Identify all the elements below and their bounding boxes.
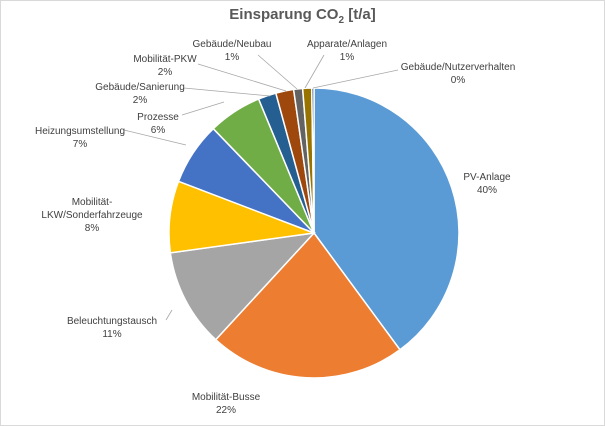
chart-title-subscript: 2 <box>338 15 345 26</box>
chart-title-unit: [t/a] <box>344 6 376 23</box>
slice-percent-1: 22% <box>216 405 236 416</box>
slice-label-1: Mobilität-Busse 22% <box>192 392 261 416</box>
slice-percent-6: 2% <box>133 95 148 106</box>
pie-slice-1 <box>214 231 402 379</box>
slice-percent-5: 6% <box>151 125 166 136</box>
slice-name-10: Gebäude/Nutzerverhalten <box>401 62 516 73</box>
slice-percent-7: 2% <box>158 67 173 78</box>
slice-name-8: Gebäude/Neubau <box>193 39 272 50</box>
slice-label-9: Apparate/Anlagen 1% <box>307 39 387 63</box>
slice-name-3: LKW/Sonderfahrzeuge <box>41 210 143 221</box>
slice-name-3: Mobilität- <box>72 197 113 208</box>
leader-line-10 <box>312 69 399 89</box>
slice-label-4: Heizungsumstellung 7% <box>35 126 125 150</box>
leader-line-5 <box>181 101 225 116</box>
slice-percent-0: 40% <box>477 185 497 196</box>
chart-title-main: Einsparung CO <box>229 6 339 23</box>
leader-line-7 <box>197 63 287 92</box>
leader-line-2 <box>165 309 173 321</box>
leader-line-4 <box>123 129 187 146</box>
slice-label-3: Mobilität- LKW/Sonderfahrzeuge 8% <box>41 197 143 234</box>
slice-label-0: PV-Anlage 40% <box>463 172 511 196</box>
slice-name-7: Mobilität-PKW <box>133 54 197 65</box>
slice-percent-8: 1% <box>225 52 240 63</box>
slice-name-6: Gebäude/Sanierung <box>95 82 185 93</box>
slice-percent-3: 8% <box>85 223 100 234</box>
slice-label-2: Beleuchtungstausch 11% <box>67 316 157 340</box>
slice-name-4: Heizungsumstellung <box>35 126 125 137</box>
slice-label-10: Gebäude/Nutzerverhalten 0% <box>401 62 516 86</box>
slice-percent-10: 0% <box>451 75 466 86</box>
leader-line-6 <box>183 87 271 97</box>
pie-slice-2 <box>169 231 316 341</box>
slice-label-5: Prozesse 6% <box>137 112 179 136</box>
chart-title: Einsparung CO2 [t/a] <box>0 6 605 26</box>
pie-slice-0 <box>313 87 460 351</box>
slice-label-6: Gebäude/Sanierung 2% <box>95 82 185 106</box>
slice-name-5: Prozesse <box>137 112 179 123</box>
leader-line-8 <box>257 54 298 90</box>
slice-name-0: PV-Anlage <box>463 172 511 183</box>
slice-name-9: Apparate/Anlagen <box>307 39 387 50</box>
slice-label-8: Gebäude/Neubau 1% <box>193 39 272 63</box>
slice-name-2: Beleuchtungstausch <box>67 316 157 327</box>
leader-line-9 <box>304 54 325 89</box>
slice-percent-9: 1% <box>340 52 355 63</box>
slice-label-7: Mobilität-PKW 2% <box>133 54 197 78</box>
slice-name-1: Mobilität-Busse <box>192 392 261 403</box>
slice-percent-4: 7% <box>73 139 88 150</box>
slice-percent-2: 11% <box>102 329 121 340</box>
